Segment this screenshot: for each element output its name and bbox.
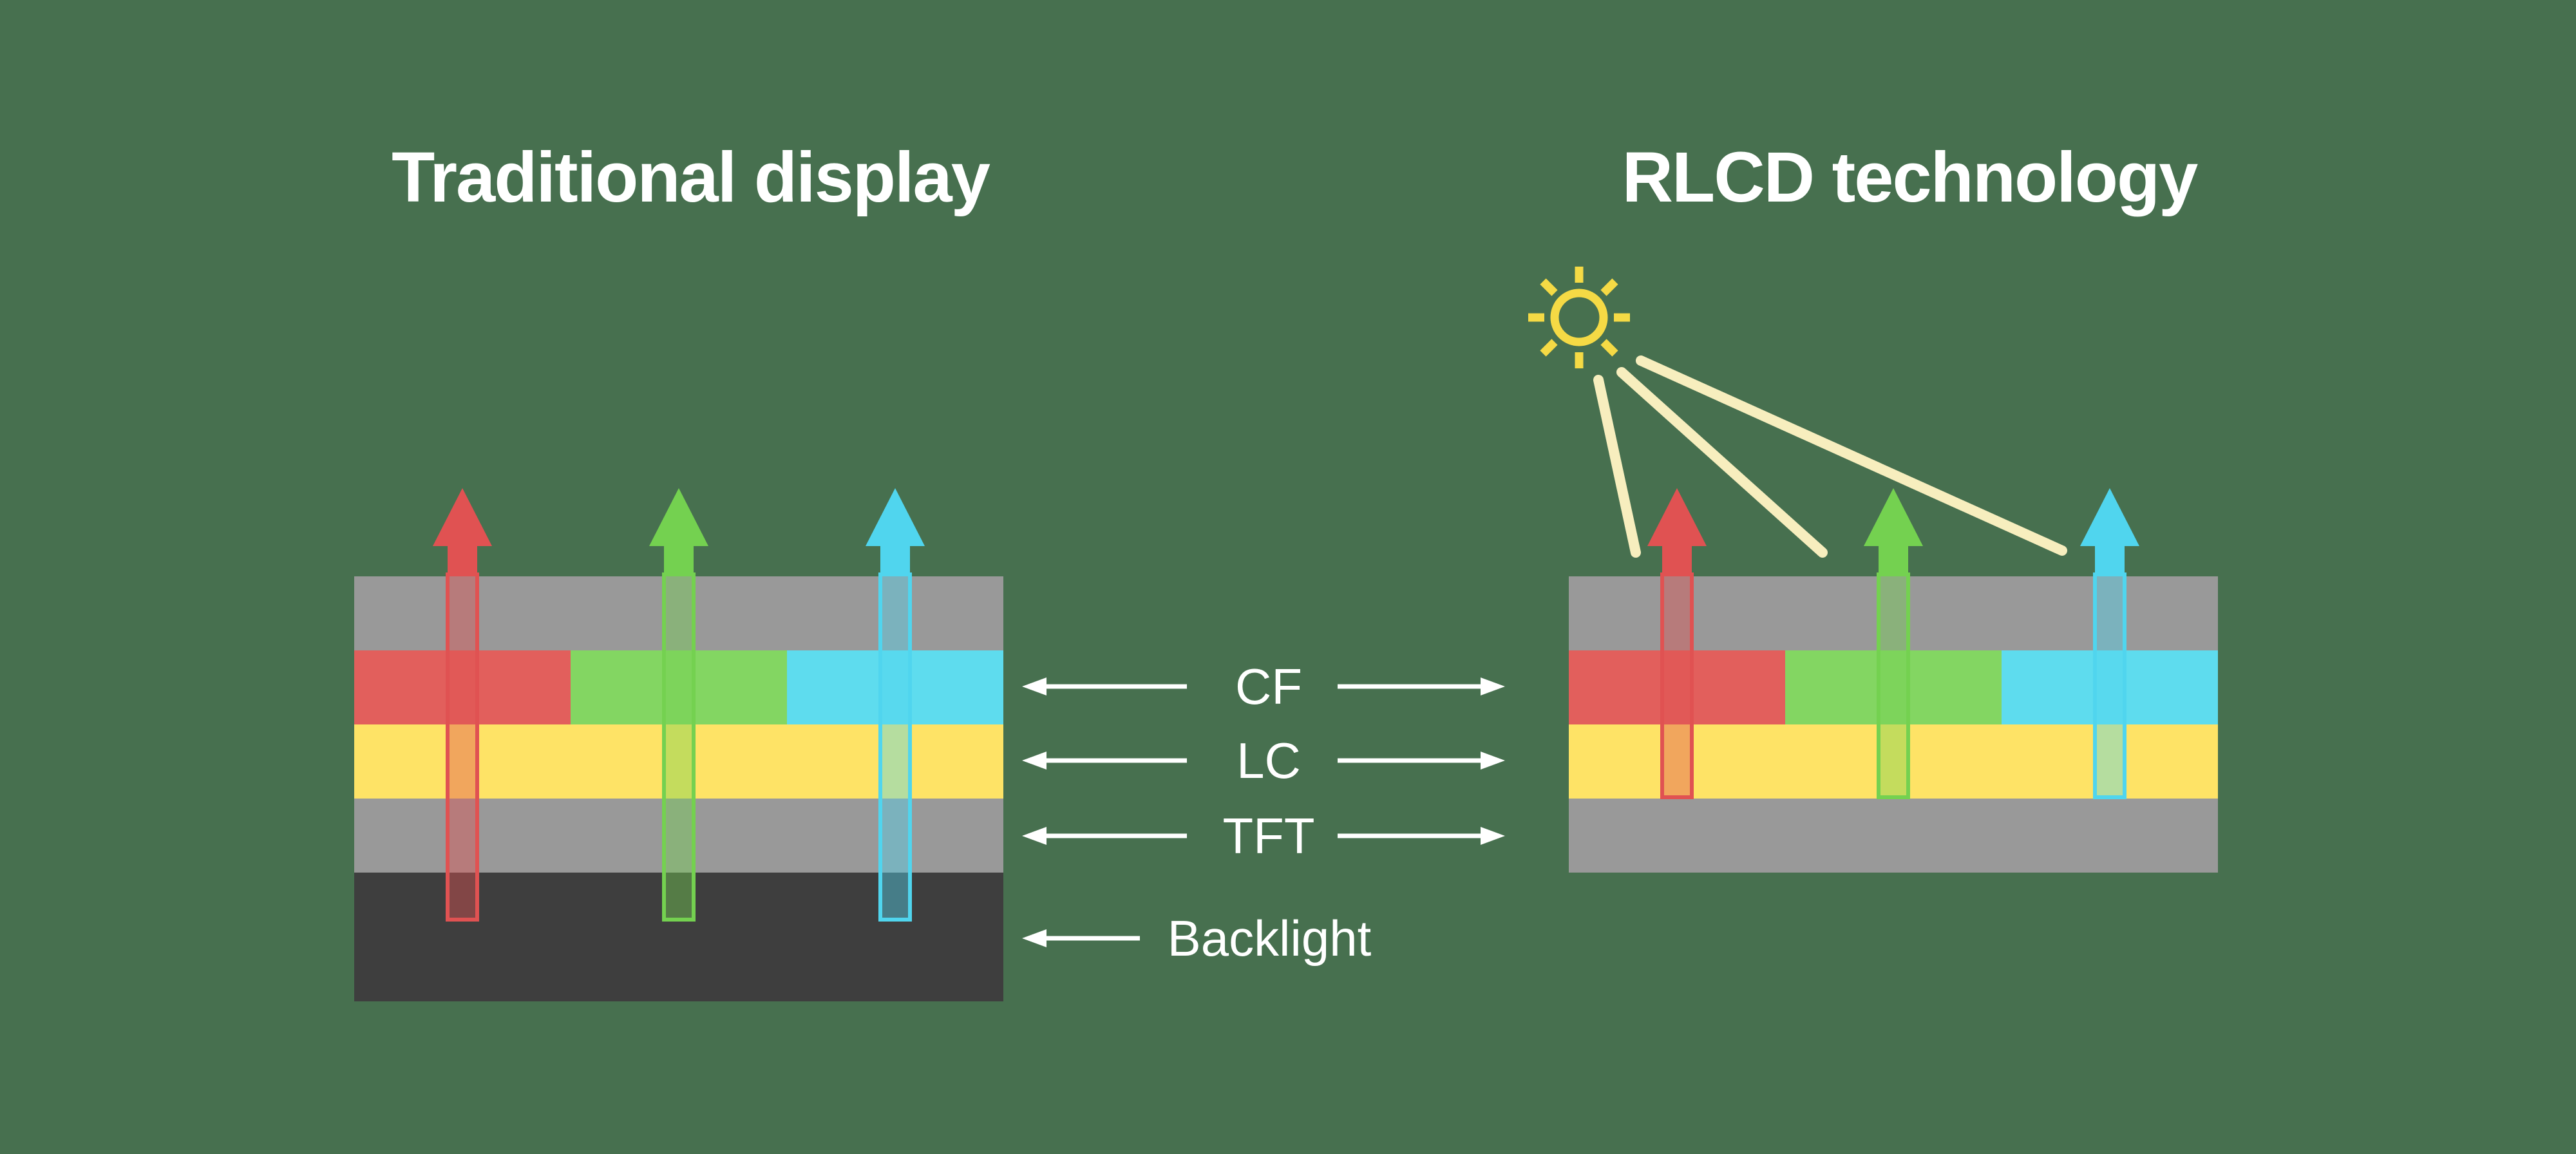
left-liquid-crystal-layer — [354, 724, 1003, 799]
tft-left-arrowhead-icon — [1022, 827, 1046, 845]
rlcd-technology-title: RLCD technology — [1622, 138, 2199, 217]
sunbeam-1 — [1593, 375, 1641, 558]
left-cf-green-segment — [571, 650, 787, 724]
sunbeam-3 — [1636, 355, 2067, 556]
right-red-arrowhead-icon — [1647, 488, 1707, 576]
backlight-left-arrow — [1022, 929, 1140, 947]
right-green-arrowhead-icon — [1864, 488, 1923, 576]
left-red-arrowhead-icon — [433, 488, 492, 576]
left-backlight-layer — [354, 873, 1003, 1001]
right-cf-green-segment — [1785, 650, 2002, 724]
sunbeams — [1593, 355, 2067, 558]
right-cf-blue-segment — [2002, 650, 2218, 724]
backlight-layer-label: Backlight — [1167, 909, 1372, 967]
right-tft-layer — [1569, 799, 2218, 873]
lc-right-arrow — [1338, 752, 1505, 770]
right-color-filter-layer — [1569, 650, 2218, 724]
left-blue-arrowhead-icon — [866, 488, 925, 576]
left-green-arrowhead-icon — [649, 488, 708, 576]
right-blue-arrowhead-icon — [2080, 488, 2139, 576]
sun-ring — [1550, 288, 1608, 346]
lc-right-arrowhead-icon — [1481, 752, 1505, 770]
rlcd-stack — [1569, 576, 2218, 873]
cf-right-arrowhead-icon — [1481, 677, 1505, 695]
traditional-display-stack — [354, 576, 1003, 1001]
lc-left-arrow — [1022, 752, 1187, 770]
cf-left-arrow — [1022, 677, 1187, 695]
left-cf-blue-segment — [787, 650, 1003, 724]
tft-right-arrowhead-icon — [1481, 827, 1505, 845]
backlight-left-arrowhead-icon — [1022, 929, 1046, 947]
sun-icon — [1528, 267, 1630, 368]
lc-layer-label: LC — [1236, 732, 1301, 789]
cf-layer-label: CF — [1235, 657, 1302, 715]
right-liquid-crystal-layer — [1569, 724, 2218, 799]
left-color-filter-layer — [354, 650, 1003, 724]
tft-right-arrow — [1338, 827, 1505, 845]
tft-left-arrow — [1022, 827, 1187, 845]
right-cf-red-segment — [1569, 650, 1785, 724]
left-top-glass-layer — [354, 576, 1003, 650]
cf-left-arrowhead-icon — [1022, 677, 1046, 695]
left-cf-red-segment — [354, 650, 571, 724]
sunbeam-2 — [1616, 367, 1828, 558]
lc-left-arrowhead-icon — [1022, 752, 1046, 770]
right-top-glass-layer — [1569, 576, 2218, 650]
traditional-display-title: Traditional display — [392, 138, 990, 217]
left-tft-layer — [354, 799, 1003, 873]
cf-right-arrow — [1338, 677, 1505, 695]
tft-layer-label: TFT — [1222, 807, 1315, 864]
sun-rays — [1528, 267, 1630, 368]
